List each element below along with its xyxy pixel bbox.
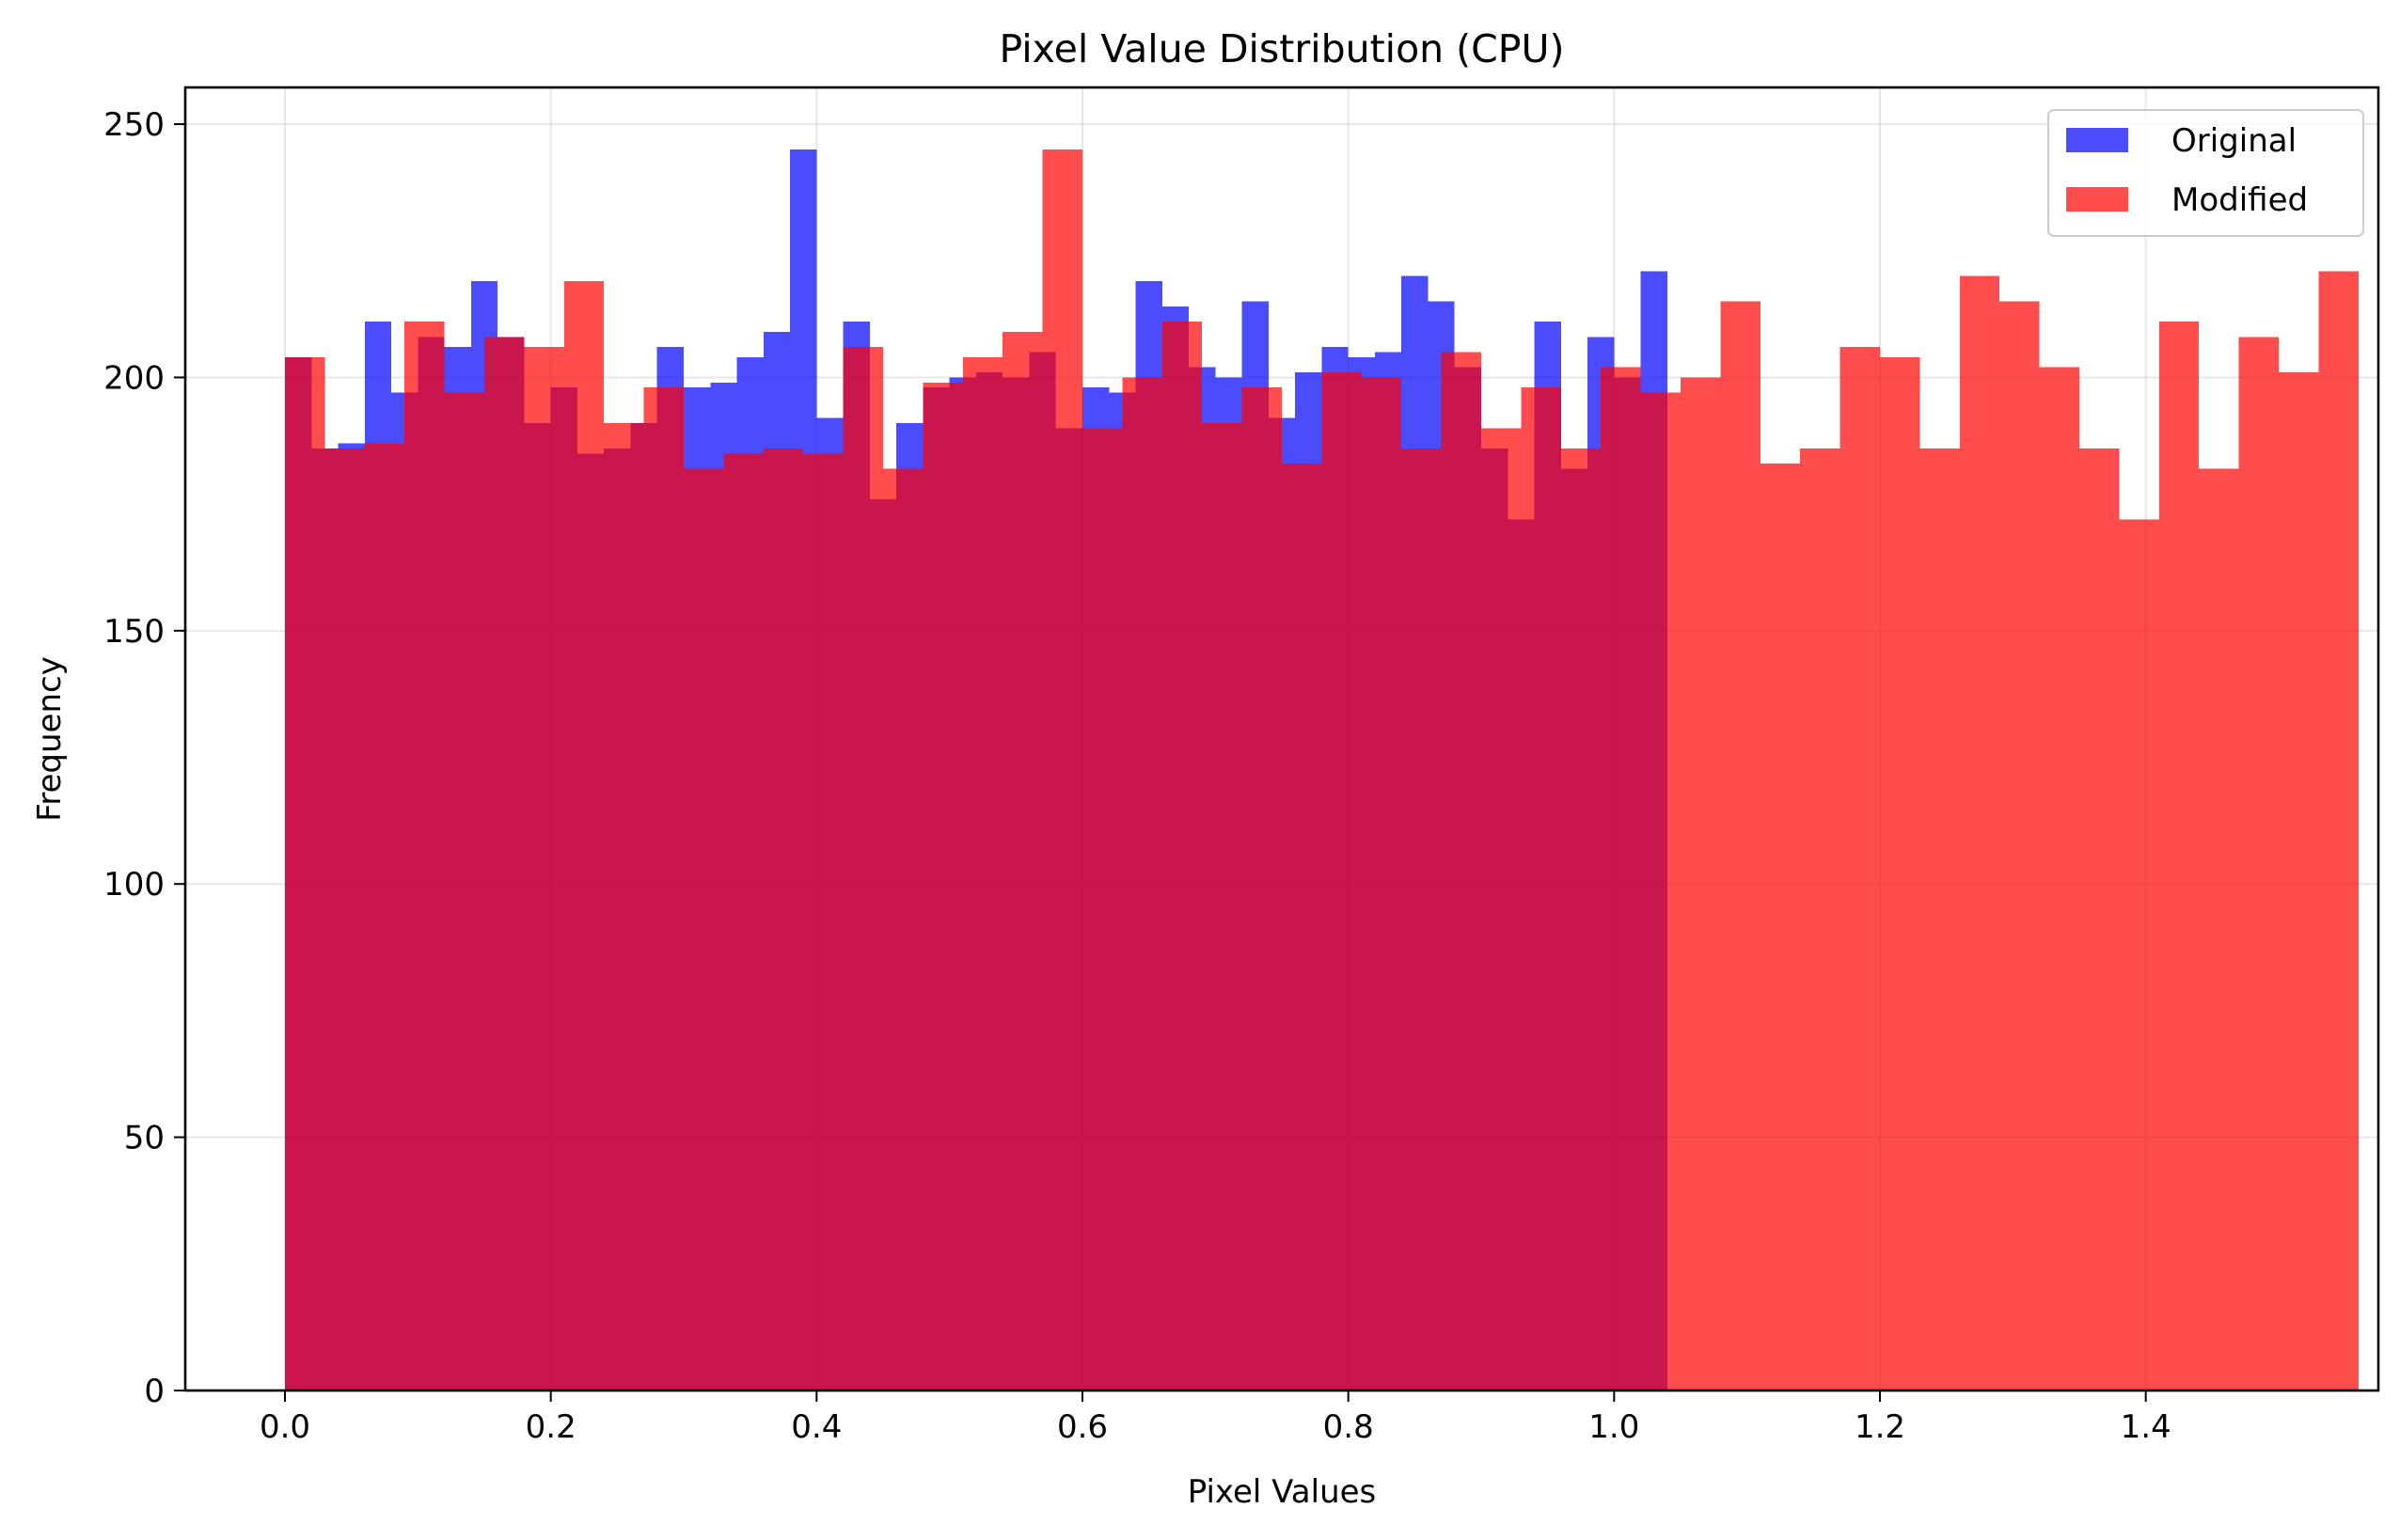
- y-tick-label: 250: [103, 106, 165, 144]
- x-tick-label: 0.8: [1323, 1408, 1374, 1446]
- histogram-bar: [2039, 367, 2079, 1391]
- histogram-bar: [1999, 301, 2040, 1391]
- histogram-bar: [364, 443, 405, 1391]
- histogram-bar: [1082, 428, 1123, 1391]
- y-tick-label: 150: [103, 613, 165, 651]
- x-tick-label: 0.2: [526, 1408, 576, 1446]
- histogram-bar: [2119, 519, 2159, 1391]
- histogram-bar: [1919, 448, 1960, 1391]
- histogram-bar: [1481, 428, 1522, 1391]
- axis-ticks: 0.0 0.2 0.4 0.6 0.8 1.0 1.2 1.4 0 50 100 150 200 250: [103, 106, 2171, 1446]
- histogram-bar: [1441, 352, 1481, 1391]
- histogram-bar: [2158, 322, 2200, 1391]
- histogram-bar: [2238, 337, 2279, 1391]
- histogram-bar: [1003, 331, 1043, 1391]
- histogram-bar: [1959, 275, 2000, 1391]
- histogram-bar: [923, 382, 963, 1391]
- histogram-bar: [1521, 387, 1561, 1391]
- histogram-bar: [2279, 372, 2319, 1391]
- histogram-bar: [1042, 149, 1082, 1391]
- histogram-bar: [1361, 377, 1402, 1391]
- histogram-bar: [1839, 347, 1880, 1391]
- histogram-bar: [1560, 448, 1602, 1391]
- histogram-bar: [2199, 468, 2239, 1391]
- histogram-bar: [883, 468, 924, 1391]
- legend-swatch-original: [2066, 128, 2128, 152]
- x-tick-label: 1.4: [2121, 1408, 2171, 1446]
- histogram-bar: [1800, 448, 1840, 1391]
- histogram-bar: [604, 422, 644, 1391]
- legend: Original Modified: [2047, 109, 2364, 237]
- histogram-bar: [1880, 356, 1920, 1391]
- histogram-bar: [484, 337, 525, 1391]
- plot-frame: [183, 86, 2380, 1392]
- y-axis-title: Frequency: [31, 656, 69, 822]
- legend-swatch-modified: [2066, 187, 2128, 212]
- series-modified: [285, 149, 2359, 1391]
- x-tick-label: 0.0: [260, 1408, 310, 1446]
- x-tick-label: 1.2: [1855, 1408, 1905, 1446]
- histogram-bar: [444, 392, 484, 1391]
- histogram-bar: [1760, 464, 1801, 1391]
- x-axis-title: Pixel Values: [1188, 1473, 1377, 1511]
- y-tick-label: 0: [144, 1373, 165, 1410]
- histogram-bar: [843, 347, 883, 1391]
- histogram-bar: [723, 453, 764, 1391]
- chart-title: Pixel Value Distribution (CPU): [999, 26, 1564, 71]
- histogram-bar: [524, 347, 564, 1391]
- histogram-bar: [2318, 271, 2359, 1391]
- x-tick-label: 0.4: [791, 1408, 842, 1446]
- histogram-bar: [1241, 387, 1282, 1391]
- histogram-bar: [1401, 448, 1442, 1391]
- histogram-bar: [803, 453, 844, 1391]
- histogram-bar: [1202, 422, 1242, 1391]
- histogram-bar: [1640, 392, 1681, 1391]
- histogram-bar: [643, 387, 684, 1391]
- legend-label-original: Original: [2171, 122, 2297, 160]
- histogram-bar: [563, 281, 605, 1391]
- histogram-bar: [1282, 464, 1322, 1391]
- histogram-bar: [324, 448, 365, 1391]
- histogram-bar: [1720, 301, 1761, 1391]
- histogram-bar: [1161, 322, 1203, 1391]
- histogram-bar: [1681, 377, 1721, 1391]
- y-tick-label: 50: [124, 1120, 165, 1157]
- bars: [285, 149, 2359, 1391]
- histogram-bar: [2079, 448, 2120, 1391]
- histogram-bar: [1321, 372, 1362, 1391]
- y-tick-label: 200: [103, 359, 165, 397]
- x-tick-label: 0.6: [1057, 1408, 1108, 1446]
- histogram-bar: [404, 322, 445, 1391]
- histogram-bar: [962, 356, 1003, 1391]
- x-tick-label: 1.0: [1588, 1408, 1639, 1446]
- histogram-bar: [1601, 367, 1641, 1391]
- histogram-bar: [763, 448, 804, 1391]
- histogram-bar: [285, 356, 325, 1391]
- legend-label-modified: Modified: [2171, 181, 2308, 219]
- histogram-bar: [1122, 377, 1162, 1391]
- y-tick-label: 100: [103, 866, 165, 904]
- histogram-bar: [684, 468, 724, 1391]
